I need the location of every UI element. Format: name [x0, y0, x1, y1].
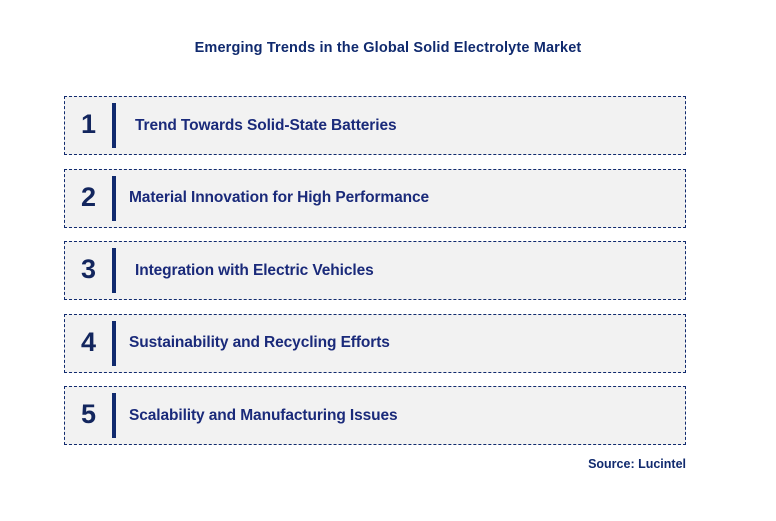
trend-item[interactable]: 4 Sustainability and Recycling Efforts: [64, 313, 686, 373]
trend-item[interactable]: 3 Integration with Electric Vehicles: [64, 241, 686, 300]
trend-divider: [112, 393, 116, 438]
trend-item[interactable]: 1 Trend Towards Solid-State Batteries: [64, 96, 686, 155]
trend-number: 3: [80, 254, 97, 284]
trend-divider: [112, 248, 116, 293]
trend-number: 1: [80, 109, 97, 139]
source-attribution: Source: Lucintel: [588, 457, 686, 471]
page-title: Emerging Trends in the Global Solid Elec…: [194, 40, 582, 56]
trend-label: Material Innovation for High Performance: [129, 189, 430, 206]
trend-label: Scalability and Manufacturing Issues: [129, 406, 398, 424]
trend-item[interactable]: 2 Material Innovation for High Performan…: [64, 168, 686, 228]
trend-label: Integration with Electric Vehicles: [135, 261, 374, 279]
trend-list: 1 Trend Towards Solid-State Batteries 2 …: [64, 96, 686, 445]
trend-number: 5: [80, 399, 97, 429]
trend-divider: [112, 175, 116, 221]
trend-divider: [112, 320, 116, 366]
trend-number: 2: [80, 181, 97, 212]
trend-item[interactable]: 5 Scalability and Manufacturing Issues: [64, 386, 686, 445]
trend-divider: [112, 103, 116, 148]
trend-number: 4: [80, 326, 97, 357]
trend-label: Trend Towards Solid-State Batteries: [135, 116, 397, 134]
trend-label: Sustainability and Recycling Efforts: [129, 334, 390, 351]
